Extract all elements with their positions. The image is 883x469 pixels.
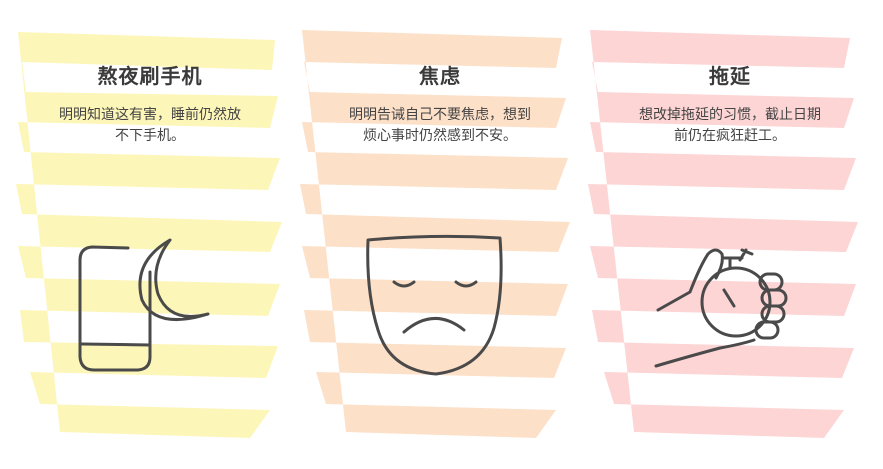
phone-moon-icon (78, 238, 210, 372)
card-description: 明明知道这有害，睡前仍然放不下手机。 (59, 107, 241, 144)
card-brush-background (300, 30, 570, 438)
card-procrastination: 拖延 想改掉拖延的习惯，截止日期前仍在疯狂赶工。 (580, 0, 880, 469)
card-late-night-phone: 熬夜刷手机 明明知道这有害，睡前仍然放不下手机。 (0, 0, 300, 469)
card-anxiety: 焦虑 明明告诫自己不要焦虑，想到烦心事时仍然感到不安。 (290, 0, 590, 469)
card-description: 想改掉拖延的习惯，截止日期前仍在疯狂赶工。 (639, 107, 821, 144)
card-brush-background (16, 32, 282, 438)
card-title: 拖延 (709, 64, 751, 88)
card-description: 明明告诫自己不要焦虑，想到烦心事时仍然感到不安。 (349, 107, 531, 144)
card-title: 熬夜刷手机 (97, 64, 203, 88)
card-brush-background (588, 30, 858, 438)
sad-mask-icon (366, 234, 503, 376)
hand-stopwatch-icon (654, 248, 788, 368)
card-title: 焦虑 (419, 64, 461, 88)
